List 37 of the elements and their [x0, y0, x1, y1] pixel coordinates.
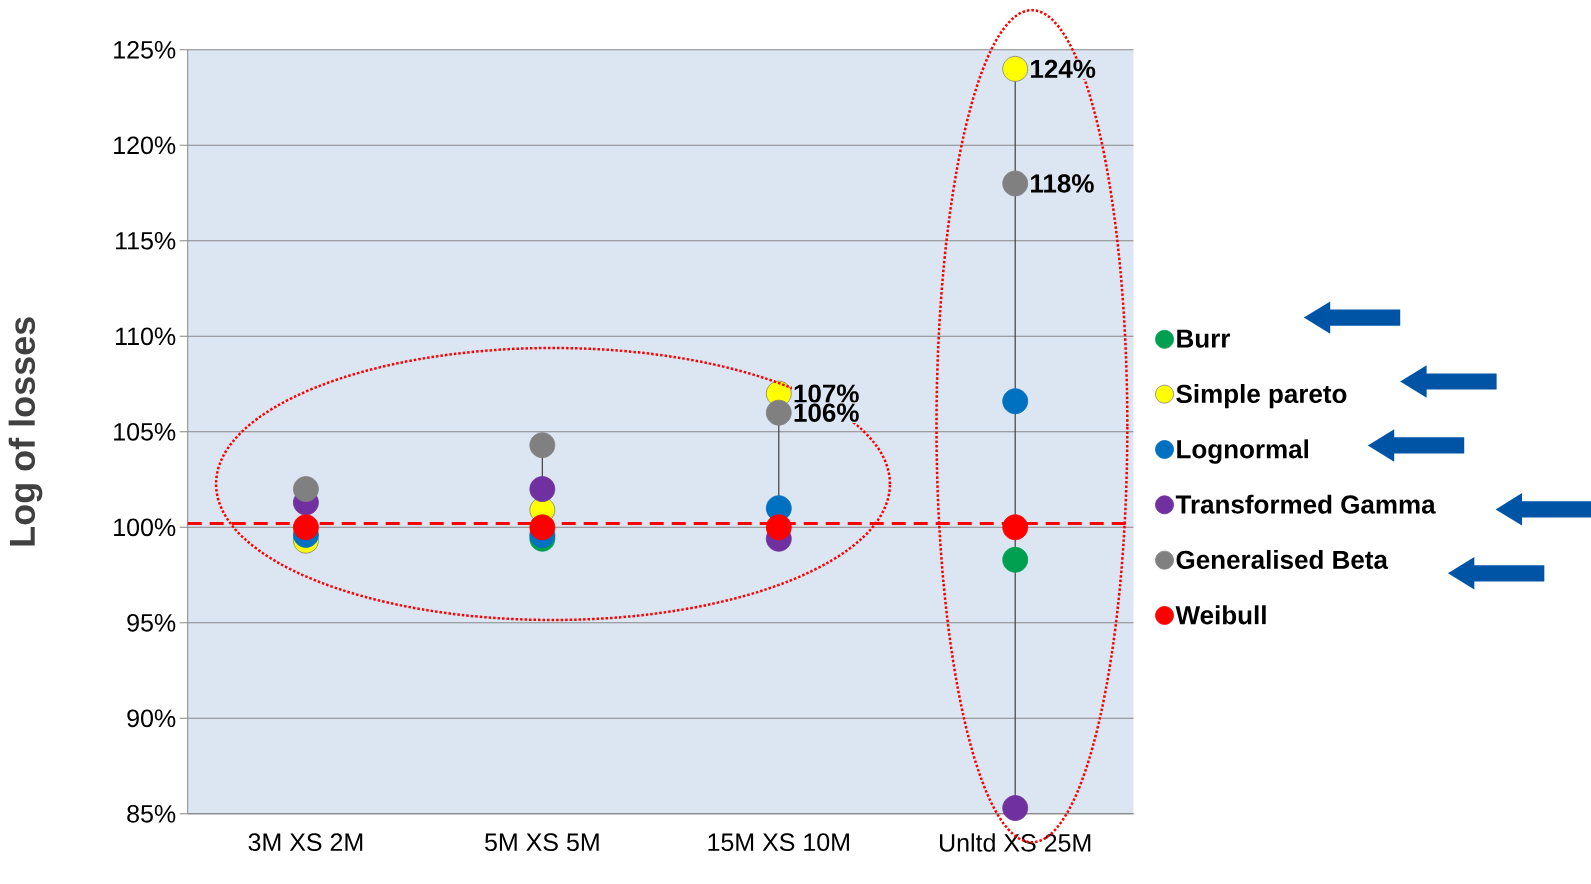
legend-label: Transformed Gamma: [1175, 494, 1436, 514]
x-tick-label: 3M XS 2M: [248, 833, 363, 852]
legend-label: Lognormal: [1177, 439, 1309, 464]
y-tick-label: 100%: [114, 518, 176, 537]
point: [1002, 546, 1029, 573]
point: [529, 432, 556, 459]
point: [765, 399, 792, 426]
data-label: 124%: [1031, 59, 1096, 79]
y-tick-label: 125%: [114, 40, 176, 59]
point: [1002, 514, 1029, 541]
y-tick-label: 110%: [116, 327, 176, 346]
point: [1002, 170, 1029, 197]
x-tick-label: 15M XS 10M: [708, 833, 849, 852]
point: [529, 476, 556, 502]
point: [1002, 388, 1029, 415]
legend-label: Weibull: [1175, 605, 1266, 625]
y-tick-label: 95%: [127, 613, 176, 632]
x-tick-label: 5M XS 5M: [485, 833, 599, 852]
y-tick-label: 105%: [114, 422, 176, 441]
legend-label: Burr: [1177, 329, 1231, 348]
point: [1002, 795, 1029, 821]
y-tick-label: 115%: [116, 231, 176, 250]
point: [1002, 55, 1029, 82]
y-axis-title: Log of losses: [8, 317, 43, 546]
point: [529, 514, 556, 541]
y-tick-label: 120%: [114, 136, 176, 155]
data-label: 118%: [1031, 174, 1094, 193]
data-label: 106%: [794, 403, 859, 422]
y-tick-label: 85%: [127, 804, 176, 823]
point: [293, 476, 319, 502]
legend-label: Generalised Beta: [1176, 549, 1389, 570]
y-tick-label: 90%: [127, 709, 176, 728]
legend-label: Simple pareto: [1176, 384, 1347, 409]
point: [293, 514, 319, 541]
x-tick-label: Unltd XS 25M: [940, 833, 1091, 852]
point: [765, 514, 792, 541]
data-label: 107%: [794, 384, 859, 403]
